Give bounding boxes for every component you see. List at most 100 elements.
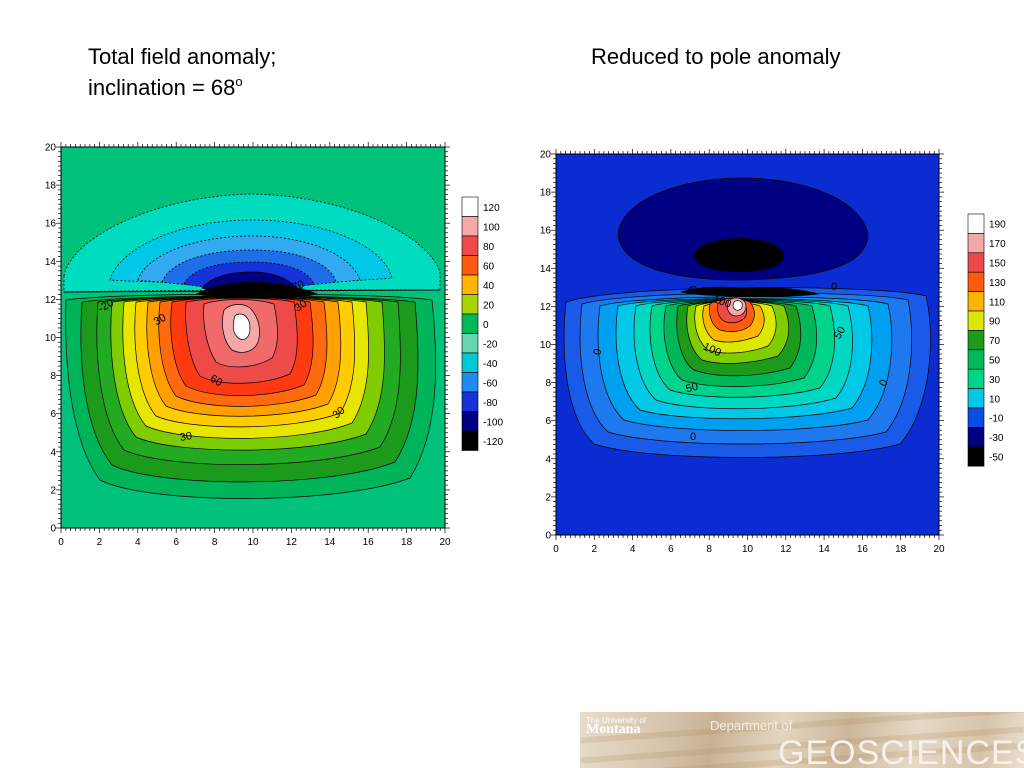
legend-swatch <box>461 313 479 334</box>
x-axis-tick-label: 18 <box>401 537 413 548</box>
legend-label: 170 <box>989 239 1006 250</box>
x-axis-tick-label: 12 <box>286 537 298 548</box>
contour-label: 0 <box>686 285 699 293</box>
x-axis-tick-label: 10 <box>742 544 754 555</box>
contour-label: 0 <box>592 348 605 356</box>
left-axes: 0 2 4 6 8 10 12 14 16 18 20 0 2 4 6 8 10 12 14 16 18 20 <box>45 142 451 548</box>
legend-label: -80 <box>483 398 498 409</box>
legend-swatch <box>967 446 985 467</box>
contour-label: 60 <box>208 373 225 390</box>
contour-label-text: 50 <box>685 381 700 396</box>
contour-label-text: 0 <box>877 378 890 388</box>
legend-swatch <box>461 274 479 295</box>
x-axis-tick-label: 14 <box>324 537 336 548</box>
logo-montana-text: Montana <box>586 722 641 737</box>
contour-label-text: 60 <box>208 373 225 390</box>
right-contour-fill <box>694 238 784 272</box>
contour-label: 0 <box>831 281 837 293</box>
y-axis-tick-label: 14 <box>540 264 552 275</box>
legend-swatch <box>967 271 985 292</box>
x-axis-tick-label: 16 <box>363 537 375 548</box>
y-axis-tick-label: 18 <box>540 188 552 199</box>
logo-university-text: The University of <box>586 716 647 725</box>
right-contour-fill <box>732 300 743 311</box>
legend-label: 10 <box>989 394 1001 405</box>
x-axis-tick-label: 8 <box>706 544 712 555</box>
legend-label: 120 <box>483 203 500 214</box>
x-axis-tick-label: 14 <box>819 544 831 555</box>
legend-swatch <box>461 372 479 393</box>
contour-label-text: 0 <box>690 431 696 443</box>
legend-swatch <box>461 216 479 237</box>
left-color-legend: 120 100 80 60 40 20 0 -20 -40 -60 -80 -100 -120 <box>461 196 503 451</box>
right-chart-title: Reduced to pole anomaly <box>591 44 841 69</box>
x-axis-tick-label: 2 <box>97 537 103 548</box>
x-axis-tick-label: 8 <box>212 537 218 548</box>
contour-label: 0 <box>877 378 890 388</box>
contour-label-text: 30 <box>179 430 193 444</box>
y-axis-tick-label: 0 <box>545 531 551 542</box>
x-axis-tick-label: 16 <box>857 544 869 555</box>
legend-label: 0 <box>483 320 489 331</box>
y-axis-tick-label: 20 <box>45 143 57 154</box>
y-axis-tick-label: 16 <box>540 226 552 237</box>
legend-swatch <box>967 407 985 428</box>
contour-label-text: 0 <box>686 285 699 293</box>
y-axis-tick-label: 6 <box>50 409 56 420</box>
x-axis-tick-label: 6 <box>173 537 179 548</box>
legend-label: 150 <box>989 259 1006 270</box>
right-contour-fill <box>617 177 869 281</box>
x-axis-tick-label: 20 <box>933 544 945 555</box>
legend-swatch <box>461 333 479 354</box>
y-axis-tick-label: 14 <box>45 257 57 268</box>
x-axis-tick-label: 0 <box>553 544 559 555</box>
logo-geosciences-text: GEOSCIENCES <box>778 734 1024 768</box>
contour-label-text: 0 <box>831 281 837 293</box>
legend-swatch <box>461 391 479 412</box>
contour-label-text: 30 <box>152 312 169 329</box>
x-axis-tick-label: 12 <box>780 544 792 555</box>
contour-label: 50 <box>832 325 849 342</box>
right-axes: 0 2 4 6 8 10 12 14 16 18 20 0 2 4 6 8 10 12 14 16 18 20 <box>540 149 945 555</box>
contour-label-text: 50 <box>832 325 849 342</box>
legend-label: 20 <box>483 300 495 311</box>
contour-label-text: 30 <box>293 298 310 315</box>
degree-superscript: o <box>235 74 243 89</box>
contour-label: 100 <box>711 293 732 311</box>
legend-swatch <box>461 255 479 276</box>
legend-swatch <box>461 411 479 432</box>
left-contour-fill <box>196 282 318 299</box>
y-axis-tick-label: 8 <box>50 371 56 382</box>
x-axis-tick-label: 4 <box>135 537 141 548</box>
logo-department-text: Department of <box>710 718 793 733</box>
legend-label: -30 <box>989 433 1004 444</box>
left-chart-title: Total field anomaly; inclination = 68o <box>88 41 276 103</box>
legend-label: -10 <box>989 414 1004 425</box>
legend-label: -40 <box>483 359 498 370</box>
y-axis-tick-label: 2 <box>545 492 551 503</box>
legend-label: 70 <box>989 336 1001 347</box>
y-axis-tick-label: 12 <box>45 295 57 306</box>
legend-swatch <box>461 430 479 451</box>
left-title-line2-text: inclination = 68 <box>88 75 236 100</box>
legend-swatch <box>461 235 479 256</box>
legend-label: 80 <box>483 242 495 253</box>
contour-label: 30 <box>293 298 310 315</box>
legend-label: -20 <box>483 339 498 350</box>
right-contour-fill <box>680 286 820 297</box>
left-title-line2: inclination = 68o <box>88 72 276 103</box>
legend-swatch <box>967 310 985 331</box>
legend-swatch <box>461 294 479 315</box>
y-axis-tick-label: 10 <box>45 333 57 344</box>
legend-label: -100 <box>483 417 503 428</box>
legend-swatch <box>967 213 985 234</box>
y-axis-tick-label: 20 <box>540 150 552 161</box>
legend-swatch <box>967 330 985 351</box>
contour-label: 0 <box>690 431 696 443</box>
legend-label: 100 <box>483 222 500 233</box>
left-zero-contour <box>63 289 441 293</box>
